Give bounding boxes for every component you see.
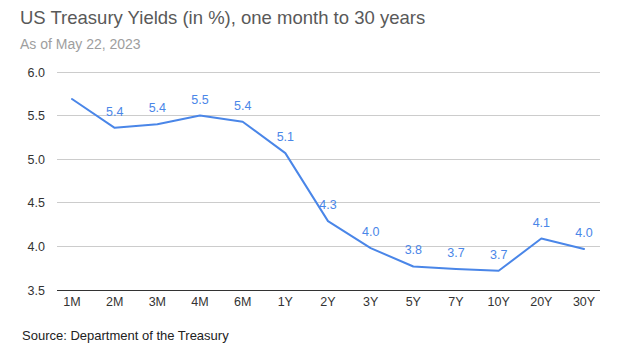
grid (57, 72, 600, 290)
data-label: 4.0 (575, 226, 592, 240)
x-tick-label: 2Y (320, 295, 336, 309)
chart-title: US Treasury Yields (in %), one month to … (20, 7, 425, 28)
x-tick-label: 3Y (363, 295, 379, 309)
data-group (72, 99, 584, 271)
y-tick-label: 5.0 (28, 153, 45, 167)
data-label: 5.4 (106, 105, 123, 119)
data-label: 3.8 (405, 243, 422, 257)
grid-line (57, 72, 600, 73)
data-label: 5.5 (191, 93, 208, 107)
data-label: 5.4 (234, 99, 251, 113)
x-tick-label: 3M (149, 295, 166, 309)
grid-line (57, 115, 600, 116)
data-label: 5.1 (277, 130, 294, 144)
x-tick-label: 30Y (573, 295, 596, 309)
data-label: 3.7 (490, 248, 507, 262)
x-tick-label: 20Y (530, 295, 553, 309)
data-line (72, 99, 584, 271)
y-tick-label: 4.0 (28, 240, 45, 254)
x-tick-label: 2M (106, 295, 123, 309)
x-tick-label: 7Y (448, 295, 464, 309)
x-tick-label: 5Y (406, 295, 422, 309)
x-tick-label: 1M (63, 295, 80, 309)
x-tick-label: 10Y (488, 295, 511, 309)
chart-container: US Treasury Yields (in %), one month to … (0, 0, 619, 351)
chart-svg: US Treasury Yields (in %), one month to … (0, 0, 619, 351)
x-tick-label: 4M (191, 295, 208, 309)
source-note: Source: Department of the Treasury (22, 328, 229, 343)
y-tick-label: 6.0 (28, 66, 45, 80)
x-tick-label: 6M (234, 295, 251, 309)
data-label: 4.3 (319, 198, 336, 212)
axis-line (57, 290, 600, 291)
data-label: 4.1 (533, 216, 550, 230)
grid-line (57, 159, 600, 160)
data-label: 3.7 (447, 246, 464, 260)
y-axis-line (57, 72, 58, 290)
chart-subtitle: As of May 22, 2023 (20, 36, 141, 52)
data-label: 5.4 (149, 101, 166, 115)
y-tick-label: 5.5 (28, 109, 45, 123)
grid-line (57, 246, 600, 247)
y-tick-label: 3.5 (28, 284, 45, 298)
x-tick-label: 1Y (278, 295, 294, 309)
y-tick-label: 4.5 (28, 196, 45, 210)
data-label: 4.0 (362, 225, 379, 239)
